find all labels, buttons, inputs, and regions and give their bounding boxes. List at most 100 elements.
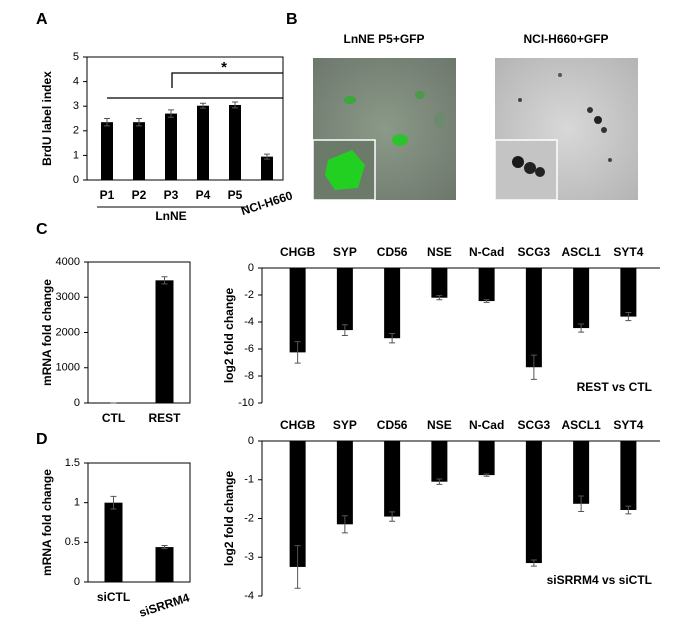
bar: [431, 268, 448, 298]
bar: [101, 122, 113, 180]
panel-letter: C: [36, 221, 48, 238]
y-tick-label: -1: [244, 474, 254, 486]
error-bar: [104, 118, 110, 127]
x-tick-label: NSE: [427, 418, 452, 432]
panel-letter: D: [36, 431, 48, 448]
x-tick-label: CTL: [102, 411, 125, 425]
y-tick-label: 2000: [56, 326, 80, 338]
y-tick-label: -2: [244, 289, 254, 301]
x-tick-label: NCI-H660: [239, 188, 294, 218]
x-tick-label: N-Cad: [469, 418, 504, 432]
bar: [336, 441, 353, 525]
x-tick-label: CHGB: [280, 418, 316, 432]
error-bar: [436, 295, 443, 301]
error-bar: [161, 276, 168, 285]
significance-mark: *: [221, 59, 227, 76]
x-tick-label: SYP: [333, 418, 357, 432]
bar: [620, 441, 637, 510]
error-bar: [436, 478, 443, 485]
micrograph: [312, 58, 456, 201]
group-label: LnNE: [155, 209, 186, 223]
error-bar: [294, 341, 301, 364]
x-tick-label: SYT4: [613, 245, 643, 259]
y-axis-label: mRNA fold change: [40, 469, 54, 576]
y-tick-label: 0: [74, 397, 80, 409]
bar: [573, 441, 590, 504]
bar: [525, 268, 542, 368]
error-bar: [625, 312, 632, 322]
significance-bracket: [107, 72, 283, 99]
bar: [573, 268, 590, 329]
error-bar: [389, 511, 396, 522]
x-tick-label: P2: [132, 188, 147, 202]
error-bar: [530, 559, 537, 567]
y-tick-label: 4: [73, 76, 79, 88]
x-tick-label: SYP: [333, 245, 357, 259]
error-bar: [110, 495, 117, 510]
panel-letter: A: [36, 11, 48, 28]
y-tick-label: 0: [248, 262, 254, 274]
annotation: siSRRM4 vs siCTL: [547, 573, 652, 587]
micrograph: [494, 58, 638, 201]
image-title: NCI-H660+GFP: [523, 32, 608, 46]
x-tick-label: SYT4: [613, 418, 643, 432]
bar: [525, 441, 542, 564]
x-tick-label: ASCL1: [561, 245, 601, 259]
x-tick-label: CD56: [377, 245, 408, 259]
bar: [289, 441, 306, 567]
x-tick-label: SCG3: [518, 245, 551, 259]
x-tick-label: siSRRM4: [137, 590, 191, 619]
y-axis-label: log2 fold change: [222, 288, 236, 384]
bar: [229, 104, 241, 180]
bar: [155, 547, 174, 582]
error-bar: [294, 545, 301, 589]
error-bar: [161, 545, 168, 550]
y-tick-label: -3: [244, 551, 254, 563]
error-bar: [264, 153, 270, 160]
error-bar: [625, 505, 632, 515]
bar: [133, 122, 145, 180]
error-bar: [341, 515, 348, 534]
y-axis-label: mRNA fold change: [40, 279, 54, 386]
x-tick-label: P5: [228, 188, 243, 202]
error-bar: [578, 323, 585, 333]
y-tick-label: 4000: [56, 256, 80, 268]
y-tick-label: 1: [74, 497, 80, 509]
y-tick-label: 0: [248, 435, 254, 447]
x-tick-label: N-Cad: [469, 245, 504, 259]
y-tick-label: -2: [244, 512, 254, 524]
error-bar: [341, 324, 348, 336]
y-tick-label: 3000: [56, 291, 80, 303]
bar: [155, 280, 174, 403]
bar: [165, 113, 177, 180]
error-bar: [530, 354, 537, 380]
panel-letter: B: [286, 11, 298, 28]
y-tick-label: 0: [74, 576, 80, 588]
y-tick-label: 3: [73, 100, 79, 112]
x-tick-label: ASCL1: [561, 418, 601, 432]
bar: [620, 268, 637, 317]
y-axis-label: BrdU label index: [40, 71, 54, 166]
bar: [478, 441, 495, 476]
bar: [289, 268, 306, 353]
x-tick-label: REST: [148, 411, 181, 425]
y-axis-label: log2 fold change: [222, 471, 236, 567]
plot-frame: [87, 462, 191, 583]
x-tick-label: P3: [164, 188, 179, 202]
x-tick-label: SCG3: [518, 418, 551, 432]
error-bar: [483, 473, 490, 477]
y-tick-label: 1.5: [65, 457, 80, 469]
error-bar: [483, 299, 490, 303]
y-tick-label: 0: [73, 174, 79, 186]
y-tick-label: -8: [244, 370, 254, 382]
error-bar: [168, 109, 174, 118]
error-bar: [136, 118, 142, 127]
x-tick-label: P1: [100, 188, 115, 202]
bar: [336, 268, 353, 331]
bar: [384, 441, 401, 517]
annotation: REST vs CTL: [577, 380, 652, 394]
error-bar: [200, 102, 206, 109]
x-tick-label: P4: [196, 188, 211, 202]
bar: [261, 156, 273, 180]
